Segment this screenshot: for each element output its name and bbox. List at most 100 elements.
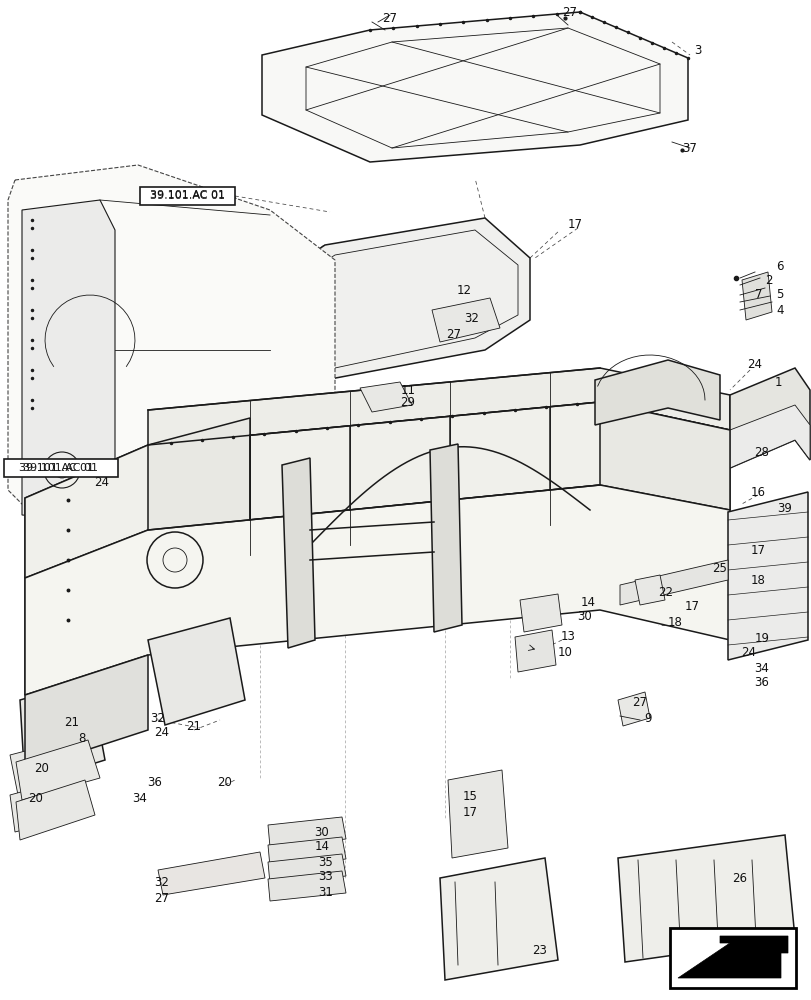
Text: 17: 17 [462, 806, 477, 818]
Text: 39.101.AC 01: 39.101.AC 01 [150, 190, 225, 200]
Text: 30: 30 [577, 610, 592, 624]
Polygon shape [620, 560, 727, 605]
Text: 30: 30 [314, 826, 329, 838]
Text: 34: 34 [132, 792, 148, 804]
Text: 19: 19 [753, 632, 769, 645]
Polygon shape [148, 418, 250, 610]
Polygon shape [25, 485, 729, 695]
Text: 29: 29 [400, 396, 415, 410]
Text: 39.101.AC 01: 39.101.AC 01 [19, 463, 94, 473]
Bar [4, 459, 118, 477]
Text: 21: 21 [64, 716, 79, 730]
Polygon shape [519, 594, 561, 632]
Text: 32: 32 [150, 712, 165, 724]
Polygon shape [599, 402, 729, 510]
Polygon shape [281, 458, 315, 648]
Text: 25: 25 [712, 562, 727, 574]
Polygon shape [677, 936, 787, 978]
Text: 26: 26 [732, 871, 747, 884]
Polygon shape [22, 200, 115, 520]
Text: 20: 20 [28, 792, 43, 804]
Polygon shape [268, 871, 345, 901]
Text: 5: 5 [775, 288, 783, 302]
Text: 24: 24 [94, 477, 109, 489]
Polygon shape [25, 445, 148, 695]
Text: 39.101.AC 01: 39.101.AC 01 [150, 191, 225, 201]
Text: 27: 27 [382, 11, 397, 24]
Text: 35: 35 [318, 856, 333, 868]
Text: 24: 24 [154, 726, 169, 740]
Polygon shape [25, 402, 729, 578]
Text: 17: 17 [749, 544, 765, 556]
Text: 7: 7 [754, 288, 762, 302]
Polygon shape [16, 740, 100, 800]
Text: 3: 3 [693, 43, 701, 56]
Text: 27: 27 [562, 5, 577, 18]
Text: 17: 17 [567, 219, 581, 232]
Polygon shape [594, 360, 719, 425]
Polygon shape [634, 575, 664, 605]
Text: 32: 32 [154, 876, 169, 890]
Polygon shape [268, 854, 345, 884]
Text: 32: 32 [464, 312, 478, 324]
Polygon shape [741, 272, 771, 320]
Text: 1: 1 [774, 375, 781, 388]
Text: 34: 34 [753, 662, 769, 674]
Polygon shape [25, 655, 148, 770]
Polygon shape [10, 778, 80, 832]
Text: 8: 8 [78, 732, 86, 744]
Text: 18: 18 [667, 615, 681, 629]
Polygon shape [275, 218, 530, 380]
Polygon shape [514, 630, 556, 672]
Polygon shape [448, 770, 508, 858]
Polygon shape [431, 298, 500, 342]
Text: 31: 31 [318, 886, 333, 898]
Text: 27: 27 [154, 892, 169, 904]
Text: 27: 27 [632, 696, 646, 710]
Text: 18: 18 [749, 574, 765, 586]
Text: 36: 36 [148, 776, 162, 790]
Polygon shape [617, 692, 649, 726]
Text: 13: 13 [560, 631, 575, 644]
Text: 11: 11 [400, 383, 415, 396]
Text: 10: 10 [557, 646, 572, 658]
Text: 20: 20 [35, 762, 49, 774]
Text: 14: 14 [580, 595, 594, 608]
Text: 14: 14 [314, 840, 329, 854]
Text: 21: 21 [187, 720, 201, 734]
Text: 36: 36 [753, 676, 769, 690]
Polygon shape [20, 680, 105, 785]
Text: 27: 27 [446, 328, 461, 342]
Polygon shape [430, 444, 461, 632]
Text: 6: 6 [775, 260, 783, 273]
Text: 37: 37 [682, 141, 697, 154]
Polygon shape [268, 817, 345, 847]
Text: 39: 39 [777, 502, 792, 514]
Polygon shape [617, 835, 794, 962]
Polygon shape [440, 858, 557, 980]
Polygon shape [729, 368, 809, 468]
Text: 23: 23 [532, 944, 547, 956]
Text: 28: 28 [753, 446, 769, 458]
Text: 20: 20 [217, 776, 232, 790]
Text: 24: 24 [740, 647, 756, 660]
Polygon shape [148, 368, 729, 445]
Text: 33: 33 [318, 870, 333, 884]
Text: 12: 12 [456, 284, 471, 296]
Text: 39.101.AC 01: 39.101.AC 01 [24, 463, 98, 473]
Text: 15: 15 [462, 790, 477, 804]
Bar [139, 187, 234, 205]
Polygon shape [268, 837, 345, 867]
Text: 4: 4 [775, 304, 783, 316]
Polygon shape [158, 852, 264, 895]
Polygon shape [16, 780, 95, 840]
Text: 17: 17 [684, 600, 698, 613]
Polygon shape [359, 382, 411, 412]
Text: 9: 9 [643, 712, 651, 724]
Polygon shape [10, 738, 88, 795]
Text: 24: 24 [747, 359, 762, 371]
Polygon shape [727, 492, 807, 660]
Text: 2: 2 [764, 273, 772, 286]
Polygon shape [262, 12, 687, 162]
Bar [669, 928, 795, 988]
